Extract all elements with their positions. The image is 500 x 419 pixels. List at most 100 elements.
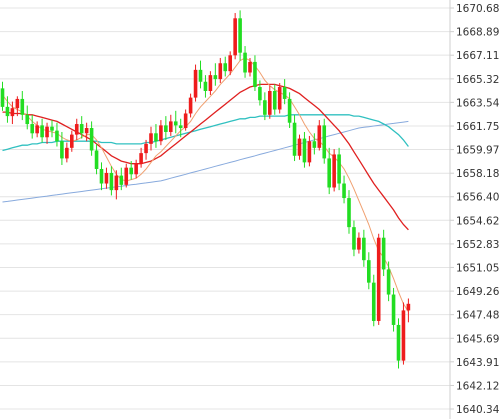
candle bbox=[70, 130, 74, 152]
candle bbox=[15, 96, 20, 117]
y-tick-label: 1661.75 bbox=[456, 121, 499, 133]
candle-body bbox=[263, 100, 267, 115]
candle-body bbox=[114, 175, 119, 191]
candle-body bbox=[317, 125, 322, 148]
candle bbox=[104, 167, 109, 189]
candle-body bbox=[307, 141, 312, 163]
candle-body bbox=[352, 227, 356, 250]
candle bbox=[84, 122, 89, 142]
candle bbox=[55, 122, 59, 147]
candle-body bbox=[208, 75, 213, 92]
candle-body bbox=[55, 130, 59, 142]
candle bbox=[188, 93, 193, 118]
candle-body bbox=[15, 98, 20, 109]
candle bbox=[347, 190, 351, 234]
candle-body bbox=[332, 154, 336, 188]
candle bbox=[65, 142, 69, 163]
candle-body bbox=[25, 114, 30, 125]
candle bbox=[322, 118, 327, 164]
candle bbox=[40, 118, 44, 143]
candle-body bbox=[282, 87, 287, 99]
candle bbox=[342, 175, 346, 204]
candle-body bbox=[99, 168, 104, 184]
candle bbox=[159, 120, 163, 146]
candle-body bbox=[233, 18, 237, 56]
candle-body bbox=[50, 126, 54, 131]
candle-body bbox=[312, 141, 317, 148]
candle-body bbox=[243, 52, 247, 73]
y-tick-label: 1658.18 bbox=[456, 168, 499, 180]
candle bbox=[10, 101, 15, 125]
y-tick-label: 1667.11 bbox=[456, 50, 499, 62]
candle-body bbox=[178, 125, 183, 129]
candle bbox=[169, 114, 173, 136]
candle bbox=[173, 110, 178, 134]
candle-body bbox=[173, 121, 178, 126]
candle bbox=[253, 55, 257, 92]
candle-body bbox=[218, 63, 223, 80]
y-tick-label: 1642.12 bbox=[456, 380, 499, 392]
candles bbox=[0, 10, 411, 369]
candle-body bbox=[144, 143, 148, 154]
candle bbox=[20, 91, 25, 121]
candle bbox=[203, 75, 208, 98]
candle-body bbox=[10, 108, 15, 117]
candle bbox=[25, 105, 30, 130]
candle-body bbox=[154, 133, 158, 142]
candle-body bbox=[297, 138, 302, 156]
candle bbox=[50, 120, 54, 138]
candle-body bbox=[35, 125, 39, 134]
candle-body bbox=[381, 237, 386, 270]
candle-body bbox=[248, 61, 252, 73]
candle bbox=[129, 161, 133, 180]
candle bbox=[30, 114, 34, 139]
candle-body bbox=[371, 282, 376, 321]
candle-body bbox=[5, 106, 10, 117]
candle-body bbox=[362, 237, 366, 261]
candle-body bbox=[193, 69, 198, 98]
candle bbox=[381, 229, 386, 277]
candle bbox=[208, 71, 213, 95]
candle bbox=[282, 79, 287, 105]
candle bbox=[272, 84, 277, 115]
candle bbox=[277, 83, 282, 114]
candle bbox=[149, 126, 153, 151]
y-tick-label: 1665.32 bbox=[456, 74, 499, 86]
candle bbox=[79, 116, 84, 139]
candle bbox=[223, 56, 228, 77]
candle-body bbox=[124, 167, 129, 185]
candle-body bbox=[188, 97, 193, 114]
candle bbox=[94, 143, 99, 175]
candle bbox=[164, 116, 168, 140]
candle-body bbox=[104, 172, 109, 184]
candle-body bbox=[129, 167, 133, 175]
candle-body bbox=[159, 125, 163, 142]
candle-body bbox=[376, 237, 381, 321]
candle-body bbox=[253, 61, 257, 88]
candle bbox=[327, 147, 331, 195]
candle bbox=[258, 80, 262, 106]
candle bbox=[178, 118, 183, 138]
candle-body bbox=[396, 324, 401, 361]
candle bbox=[312, 133, 317, 155]
y-tick-label: 1649.26 bbox=[456, 286, 500, 298]
candle-body bbox=[60, 141, 64, 159]
candle bbox=[362, 229, 366, 267]
candle-body bbox=[169, 121, 173, 132]
candle bbox=[134, 159, 138, 179]
y-tick-label: 1651.05 bbox=[456, 262, 499, 274]
candle bbox=[317, 120, 322, 151]
candle bbox=[198, 60, 203, 89]
candle-body bbox=[20, 98, 25, 115]
candle bbox=[213, 63, 218, 86]
candle bbox=[292, 114, 297, 162]
candle bbox=[74, 118, 79, 140]
candle bbox=[297, 134, 302, 160]
candle bbox=[396, 318, 401, 369]
candle-body bbox=[139, 153, 143, 164]
candle-body bbox=[40, 125, 44, 138]
candle bbox=[406, 298, 411, 323]
candle-body bbox=[238, 18, 242, 53]
candle-body bbox=[70, 134, 74, 148]
candle bbox=[248, 57, 252, 77]
